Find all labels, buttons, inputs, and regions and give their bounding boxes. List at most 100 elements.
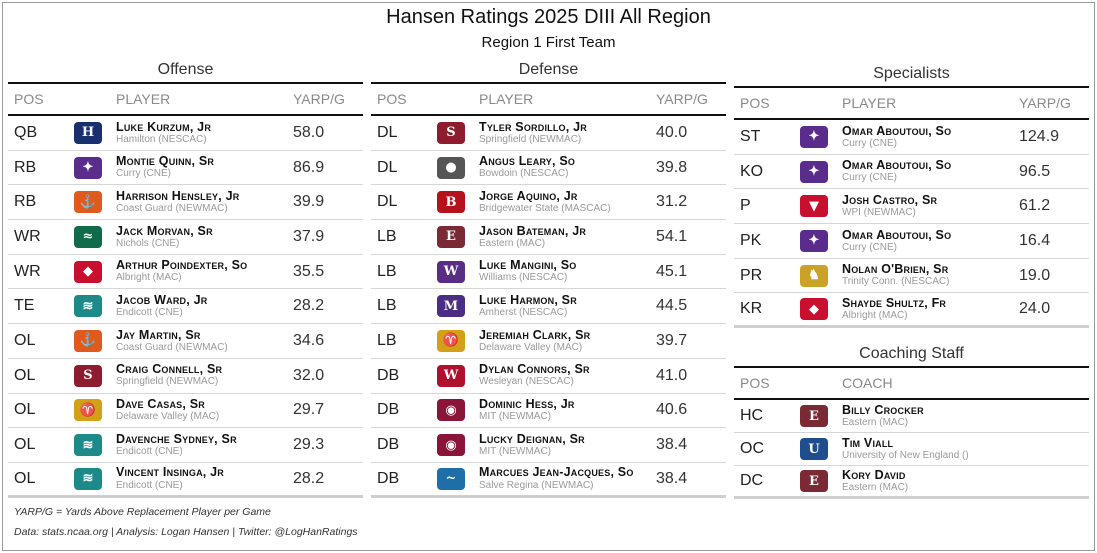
yarp-value: 38.4	[656, 469, 688, 487]
yarp-value: 40.0	[656, 123, 688, 141]
position-cell: DB	[377, 401, 400, 419]
offense-row: OL ≋ Davenche Sydney, Sr Endicott (CNE) 29.3	[8, 428, 363, 463]
specialists-row: KR ◆ Shayde Shultz, Fr Albright (MAC) 24.0	[734, 293, 1089, 329]
position-cell: OL	[14, 331, 36, 349]
yarp-value: 41.0	[656, 366, 688, 384]
player-team: Hamilton (NESCAC)	[116, 133, 207, 145]
player-name: Dave Casas, Sr	[116, 397, 205, 412]
player-name: Luke Kurzum, Jr	[116, 119, 212, 134]
coaching-title: Coaching Staff	[859, 345, 964, 362]
yarp-value: 58.0	[293, 123, 325, 141]
defense-row: DL B Jorge Aquino, Jr Bridgewater State (MA…	[371, 185, 726, 221]
player-name: Vincent Insinga, Jr	[116, 465, 224, 480]
yarp-value: 29.3	[293, 436, 325, 454]
nichols-logo-icon: ≈	[74, 225, 102, 248]
yarp-value: 29.7	[293, 401, 325, 419]
specialists-row: P ▼ Josh Castro, Sr WPI (NEWMAC) 61.2	[734, 189, 1089, 225]
position-cell: QB	[14, 123, 38, 141]
position-cell: DB	[377, 366, 400, 384]
specialists-title: Specialists	[873, 65, 950, 82]
defense-row: LB M Luke Harmon, Sr Amherst (NESCAC) 44.5	[371, 289, 726, 325]
player-name: Billy Crocker	[842, 402, 924, 417]
position-cell: HC	[740, 407, 764, 424]
albright-logo-icon: ◆	[74, 260, 102, 283]
curry-logo-icon: ✦	[800, 229, 828, 252]
page-subtitle: Region 1 First Team	[481, 34, 616, 51]
offense-row: TE ≋ Jacob Ward, Jr Endicott (CNE) 28.2	[8, 289, 363, 325]
player-name: Josh Castro, Sr	[842, 192, 938, 207]
player-name: Nolan O'Brien, Sr	[842, 262, 949, 277]
offense-row: OL ♈ Dave Casas, Sr Delaware Valley (MAC) 29…	[8, 394, 363, 429]
offense-divider	[8, 82, 363, 84]
player-name: Jacob Ward, Jr	[116, 292, 208, 307]
specialists-row: PR ♞ Nolan O'Brien, Sr Trinity Conn. (NESCA…	[734, 259, 1089, 294]
defense-row: LB ♈ Jeremiah Clark, Sr Delaware Valley (MA…	[371, 324, 726, 359]
position-cell: DL	[377, 123, 398, 141]
player-name: Luke Mangini, So	[479, 258, 577, 273]
coaching-divider	[734, 366, 1089, 368]
specialists-row: KO ✦ Omar Aboutoui, So Curry (CNE) 96.5	[734, 155, 1089, 190]
yarp-value: 35.5	[293, 262, 325, 280]
player-team: Trinity Conn. (NESCAC)	[842, 276, 950, 288]
yarp-value: 124.9	[1019, 127, 1060, 145]
player-name: Kory David	[842, 467, 906, 482]
player-name: Omar Aboutoui, So	[842, 123, 952, 138]
offense-row: RB ✦ Montie Quinn, Sr Curry (CNE) 86.9	[8, 151, 363, 186]
player-team: Albright (MAC)	[842, 310, 908, 322]
position-cell: P	[740, 197, 751, 215]
player-team: Curry (CNE)	[842, 241, 897, 253]
albright-logo-icon: ◆	[800, 298, 828, 321]
player-name: Jorge Aquino, Jr	[479, 188, 578, 203]
player-name: Dylan Connors, Sr	[479, 362, 590, 377]
pos-header: POS	[740, 95, 770, 111]
yarp-value: 39.9	[293, 193, 325, 211]
offense-header-row: POS PLAYER YARP/G	[8, 84, 363, 114]
player-header: PLAYER	[116, 90, 171, 107]
defense-row: DB ◉ Lucky Deignan, Sr MIT (NEWMAC) 38.4	[371, 428, 726, 463]
player-team: Williams (NESCAC)	[479, 272, 568, 284]
player-name: Jack Morvan, Sr	[116, 223, 213, 238]
endicott-logo-icon: ≋	[74, 434, 102, 457]
player-team: Endicott (CNE)	[116, 307, 183, 319]
bridgewater-state-logo-icon: B	[437, 191, 465, 214]
defense-divider	[371, 82, 726, 84]
player-name: Dominic Hess, Jr	[479, 397, 575, 412]
defense-row: DL ● Angus Leary, So Bowdoin (NESCAC) 39.8	[371, 151, 726, 186]
player-team: Endicott (CNE)	[116, 479, 183, 491]
defense-row: DL S Tyler Sordillo, Jr Springfield (NEWMAC…	[371, 116, 726, 151]
player-team: Coast Guard (NEWMAC)	[116, 341, 228, 353]
position-cell: ST	[740, 127, 761, 145]
player-name: Shayde Shultz, Fr	[842, 295, 947, 310]
page-title: Hansen Ratings 2025 DIII All Region	[386, 6, 711, 28]
yarp-value: 39.8	[656, 158, 688, 176]
player-name: Omar Aboutoui, So	[842, 227, 952, 242]
offense-row: OL ⚓ Jay Martin, Sr Coast Guard (NEWMAC) 34.…	[8, 324, 363, 359]
yarp-header: YARP/G	[656, 91, 708, 107]
amherst-logo-icon: M	[437, 295, 465, 318]
yarp-definition: YARP/G = Yards Above Replacement Player …	[14, 506, 271, 518]
yarp-value: 86.9	[293, 158, 325, 176]
position-cell: KO	[740, 162, 764, 180]
salve-regina-logo-icon: ~	[437, 467, 465, 490]
yarp-value: 24.0	[1019, 300, 1051, 318]
position-cell: LB	[377, 331, 397, 349]
credits: Data: stats.ncaa.org | Analysis: Logan H…	[14, 526, 358, 538]
coach-header: COACH	[842, 374, 893, 391]
position-cell: KR	[740, 300, 763, 318]
springfield-logo-icon: S	[74, 364, 102, 387]
player-team: Springfield (NEWMAC)	[116, 376, 219, 388]
pos-header: POS	[740, 375, 770, 391]
player-team: Curry (CNE)	[116, 168, 171, 180]
player-name: Jason Bateman, Jr	[479, 223, 587, 238]
position-cell: OL	[14, 401, 36, 419]
player-team: Salve Regina (NEWMAC)	[479, 479, 594, 491]
player-team: Delaware Valley (MAC)	[116, 411, 220, 423]
eastern-logo-icon: E	[800, 405, 828, 427]
player-team: WPI (NEWMAC)	[842, 207, 916, 219]
player-name: Montie Quinn, Sr	[116, 154, 215, 169]
specialists-divider	[734, 86, 1089, 88]
pos-header: POS	[14, 91, 44, 107]
coaching-section: Coaching Staff POS COACH HC E Billy Crocke…	[734, 342, 1089, 499]
player-name: Craig Connell, Sr	[116, 362, 223, 377]
defense-row: DB ◉ Dominic Hess, Jr MIT (NEWMAC) 40.6	[371, 394, 726, 429]
